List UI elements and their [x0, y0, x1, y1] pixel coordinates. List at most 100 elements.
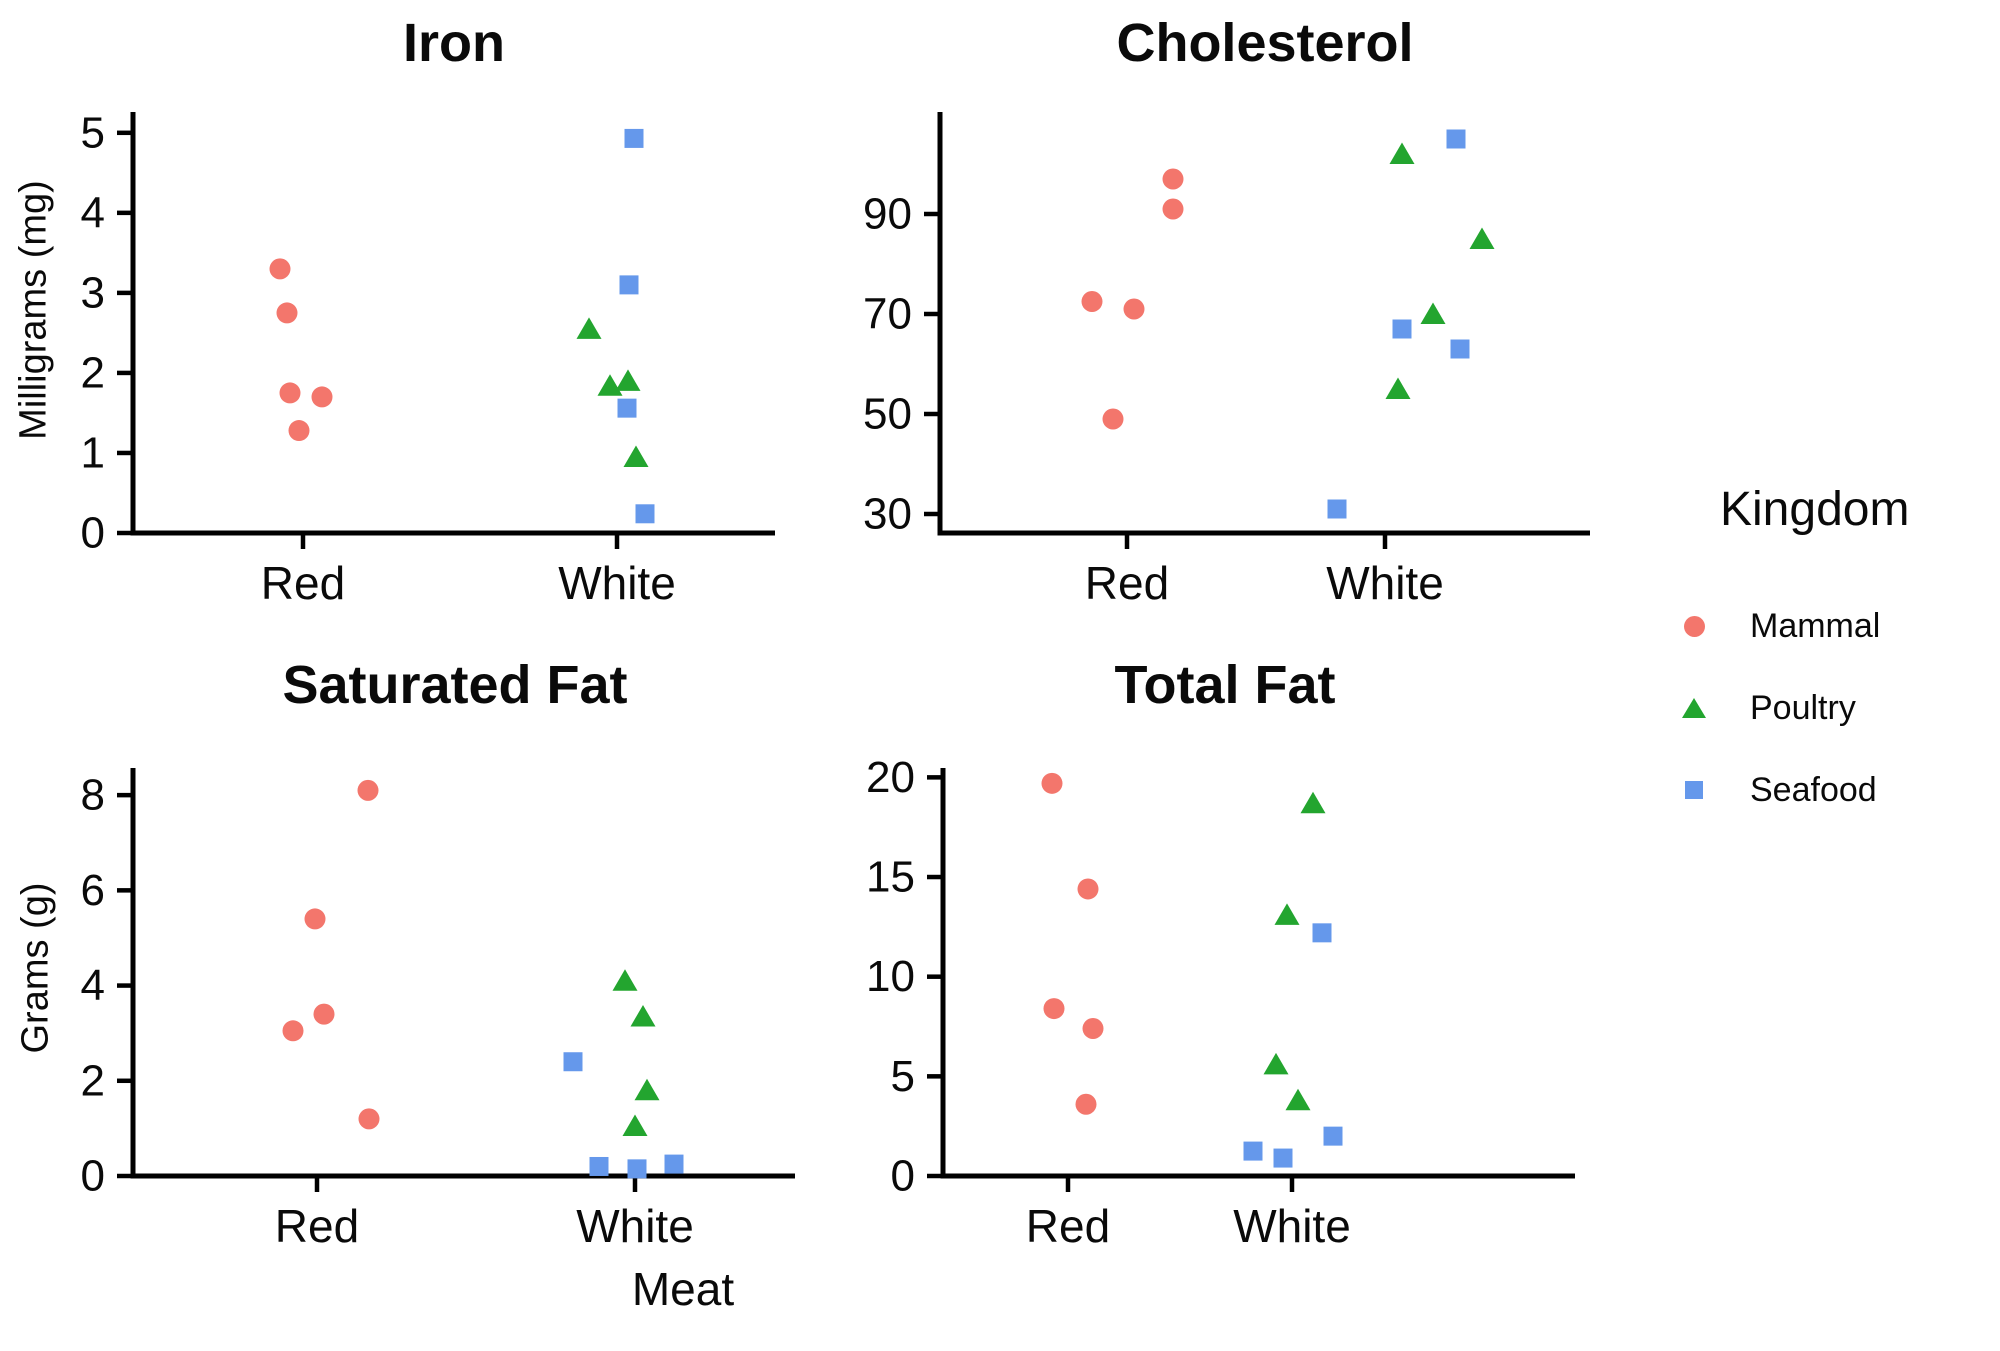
legend-item-seafood: Seafood [1662, 749, 1992, 831]
point-poultry [1420, 302, 1446, 324]
y-tick-label: 20 [866, 753, 915, 802]
point-seafood [1392, 319, 1412, 339]
point-seafood [627, 1159, 647, 1179]
y-tick-label: 70 [863, 290, 912, 339]
legend-title: Kingdom [1720, 483, 1910, 536]
y-axis-title-milligrams: Milligrams (mg) [12, 180, 55, 440]
point-seafood [1327, 499, 1347, 519]
point-mammal [1041, 772, 1063, 794]
square-icon [1685, 781, 1703, 799]
category-label: Red [275, 1200, 359, 1252]
point-mammal [288, 420, 310, 442]
y-axis-title-grams: Grams (g) [14, 882, 57, 1054]
point-mammal [304, 908, 326, 930]
y-tick-label: 5 [81, 108, 105, 157]
category-label: Red [261, 557, 345, 609]
point-poultry [634, 1078, 660, 1101]
category-label: White [558, 557, 676, 609]
point-seafood [624, 128, 644, 148]
x-axis-title-meat: Meat [631, 1263, 735, 1315]
y-tick-label: 4 [81, 961, 105, 1010]
point-poultry [1469, 227, 1495, 249]
point-poultry [622, 1114, 648, 1137]
point-mammal [269, 258, 291, 280]
point-poultry [576, 317, 602, 339]
point-poultry [1263, 1052, 1289, 1075]
category-label: Red [1085, 557, 1169, 609]
legend-label: Seafood [1750, 770, 1877, 809]
point-seafood [664, 1154, 684, 1174]
y-tick-label: 6 [81, 866, 105, 915]
y-tick-label: 1 [81, 428, 105, 477]
legend-item-poultry: Poultry [1662, 667, 1992, 749]
point-poultry [1389, 142, 1415, 164]
point-mammal [1077, 878, 1099, 900]
point-mammal [279, 382, 301, 404]
category-label: White [1326, 557, 1444, 609]
y-tick-label: 8 [81, 771, 105, 820]
point-seafood [619, 275, 639, 295]
panel-title-saturated-fat: Saturated Fat [282, 655, 628, 715]
point-poultry [623, 445, 649, 467]
point-mammal [282, 1020, 304, 1042]
point-poultry [1285, 1088, 1311, 1111]
point-mammal [1162, 198, 1184, 220]
point-mammal [358, 1108, 380, 1130]
y-tick-label: 50 [863, 390, 912, 439]
category-label: White [1233, 1200, 1351, 1252]
point-mammal [357, 779, 379, 801]
point-poultry [615, 369, 641, 391]
point-mammal [1081, 291, 1103, 312]
y-tick-label: 2 [81, 348, 105, 397]
point-seafood [1446, 129, 1466, 149]
y-tick-label: 30 [863, 490, 912, 539]
point-seafood [1312, 923, 1332, 943]
point-poultry [1385, 377, 1411, 399]
panel-title-total-fat: Total Fat [1114, 655, 1336, 715]
point-seafood [1450, 339, 1470, 359]
panel-title-cholesterol: Cholesterol [1116, 13, 1414, 73]
y-tick-label: 10 [866, 952, 915, 1001]
point-seafood [635, 504, 655, 524]
point-mammal [276, 302, 298, 324]
point-mammal [1043, 998, 1065, 1020]
y-tick-label: 15 [866, 853, 915, 902]
y-tick-label: 90 [863, 190, 912, 239]
point-seafood [1243, 1141, 1263, 1161]
point-seafood [617, 398, 637, 418]
point-mammal [313, 1003, 335, 1025]
point-mammal [1123, 298, 1145, 320]
triangle-icon [1682, 698, 1706, 718]
legend-label: Mammal [1750, 606, 1881, 645]
point-poultry [597, 374, 623, 396]
point-seafood [589, 1156, 609, 1176]
point-mammal [311, 386, 333, 408]
y-tick-label: 0 [891, 1152, 915, 1201]
point-poultry [630, 1005, 656, 1027]
point-poultry [612, 969, 638, 991]
point-mammal [1162, 168, 1184, 190]
y-tick-label: 2 [81, 1056, 105, 1105]
point-mammal [1102, 408, 1124, 430]
legend: Kingdom Mammal Poultry Seafood [1662, 482, 1992, 831]
circle-icon [1683, 615, 1705, 637]
legend-item-mammal: Mammal [1662, 585, 1992, 667]
y-tick-label: 4 [81, 188, 105, 237]
legend-label: Poultry [1750, 688, 1856, 727]
point-mammal [1075, 1093, 1097, 1115]
point-seafood [563, 1052, 583, 1072]
point-seafood [1273, 1148, 1293, 1168]
point-mammal [1082, 1018, 1104, 1040]
panel-title-iron: Iron [403, 13, 505, 73]
category-label: White [576, 1200, 694, 1252]
y-tick-label: 5 [891, 1052, 915, 1101]
y-tick-label: 0 [81, 1152, 105, 1201]
y-tick-label: 0 [81, 509, 105, 558]
point-poultry [1300, 791, 1326, 814]
category-label: Red [1026, 1200, 1110, 1252]
point-seafood [1323, 1126, 1343, 1146]
point-poultry [1274, 903, 1300, 925]
y-tick-label: 3 [81, 268, 105, 317]
